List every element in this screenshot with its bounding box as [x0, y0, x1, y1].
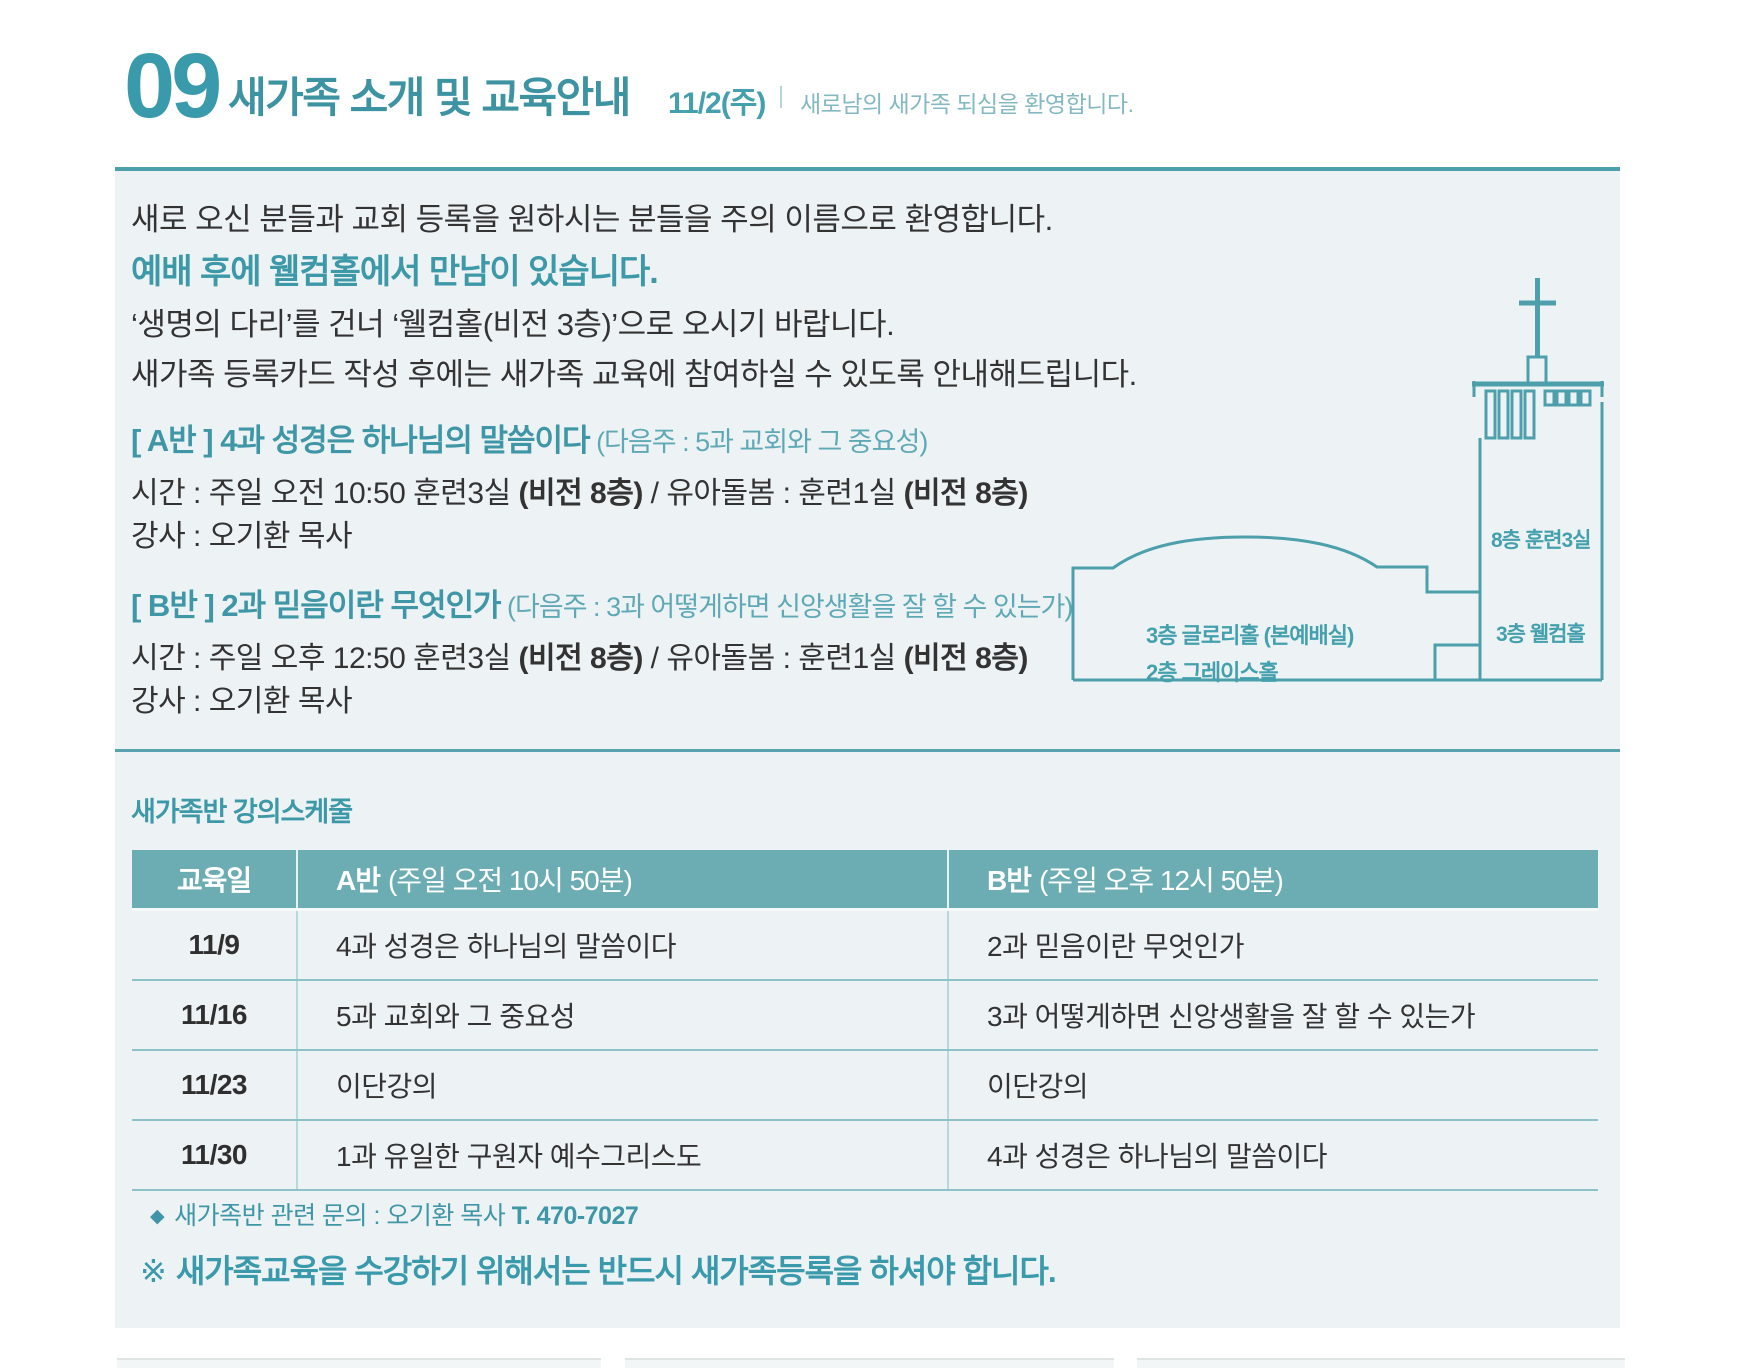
- contact-text: 새가족반 관련 문의 : 오기환 목사: [174, 1202, 512, 1230]
- intro-line-1: 새로 오신 분들과 교회 등록을 원하시는 분들을 주의 이름으로 환영합니다.: [131, 202, 1053, 237]
- table-row: 11/23 이단강의 이단강의: [132, 1051, 1598, 1121]
- registration-notice: ※ 새가족교육을 수강하기 위해서는 반드시 새가족등록을 하셔야 합니다.: [140, 1253, 1057, 1289]
- dome-hall: [1071, 535, 1602, 682]
- contact-phone: T. 470-7027: [511, 1202, 639, 1230]
- row-class-b-lesson: 이단강의: [947, 1051, 1598, 1119]
- class-b-heading-note: (다음주 : 3과 어떻게하면 신앙생활을 잘 할 수 있는가): [500, 592, 1073, 622]
- row-class-a-lesson: 이단강의: [296, 1051, 947, 1119]
- label-floor8-training-room: 8층 훈련3실: [1491, 529, 1591, 552]
- tower-body: [1478, 402, 1604, 680]
- class-b-heading-title: [ B반 ] 2과 믿음이란 무엇인가: [131, 588, 502, 623]
- column-header-date: 교육일: [176, 865, 252, 896]
- header-divider: |: [778, 82, 784, 108]
- schedule-heading: 새가족반 강의스케줄: [131, 797, 353, 827]
- row-date: 11/9: [188, 929, 240, 960]
- contact-line: ◆ 새가족반 관련 문의 : 오기환 목사 T. 470-7027: [150, 1196, 639, 1232]
- reference-mark-icon: ※: [140, 1253, 167, 1289]
- row-date: 11/16: [180, 999, 248, 1030]
- tower-crown: [1472, 381, 1604, 440]
- table-row: 11/16 5과 교회와 그 중요성 3과 어떻게하면 신앙생활을 잘 할 수 …: [132, 981, 1598, 1051]
- row-date: 11/30: [180, 1139, 248, 1170]
- row-date: 11/23: [180, 1069, 248, 1100]
- class-a-heading-note: (다음주 : 5과 교회와 그 중요성): [589, 427, 928, 457]
- class-a-time: 시간 : 주일 오전 10:50 훈련3실 (비전 8층) / 유아돌봄 : 훈…: [131, 477, 1028, 510]
- section-divider-line: [115, 749, 1620, 752]
- class-a-heading-title: [ A반 ] 4과 성경은 하나님의 말씀이다: [131, 423, 591, 458]
- header-date: 11/2(주): [668, 87, 766, 120]
- row-class-b-lesson: 3과 어떻게하면 신앙생활을 잘 할 수 있는가: [947, 981, 1598, 1049]
- class-b-time: 시간 : 주일 오후 12:50 훈련3실 (비전 8층) / 유아돌봄 : 훈…: [131, 642, 1028, 675]
- row-class-a-lesson: 5과 교회와 그 중요성: [296, 981, 947, 1049]
- table-row: 11/30 1과 유일한 구원자 예수그리스도 4과 성경은 하나님의 말씀이다: [132, 1121, 1598, 1191]
- diamond-bullet-icon: ◆: [150, 1206, 165, 1227]
- column-header-class-b: B반 (주일 오후 12시 50분): [947, 850, 1598, 908]
- class-a-teacher: 강사 : 오기환 목사: [131, 520, 353, 553]
- row-class-a-lesson: 1과 유일한 구원자 예수그리스도: [296, 1121, 947, 1189]
- label-welcome-hall: 3층 웰컴홀: [1496, 623, 1586, 646]
- table-row: 11/9 4과 성경은 하나님의 말씀이다 2과 믿음이란 무엇인가: [132, 911, 1598, 981]
- cross-icon: [1519, 278, 1556, 386]
- row-class-a-lesson: 4과 성경은 하나님의 말씀이다: [296, 911, 947, 979]
- intro-line-4: 새가족 등록카드 작성 후에는 새가족 교육에 참여하실 수 있도록 안내해드립…: [131, 357, 1137, 392]
- class-b-teacher: 강사 : 오기환 목사: [131, 685, 353, 718]
- page-title: 새가족 소개 및 교육안내: [228, 74, 631, 121]
- label-glory-hall: 3층 글로리홀 (본예배실): [1146, 623, 1354, 648]
- header-rule: [115, 167, 1620, 171]
- schedule-table-header: 교육일 A반 (주일 오전 10시 50분) B반 (주일 오후 12시 50분): [132, 850, 1598, 911]
- next-card-preview: [625, 1358, 1114, 1368]
- label-grace-hall: 2층 그레이스홀: [1146, 660, 1279, 685]
- column-header-class-a: A반 (주일 오전 10시 50분): [296, 850, 947, 908]
- intro-line-2-highlight: 예배 후에 웰컴홀에서 만남이 있습니다.: [131, 253, 659, 291]
- church-building-illustration: [1071, 278, 1604, 682]
- row-class-b-lesson: 2과 믿음이란 무엇인가: [947, 911, 1598, 979]
- row-class-b-lesson: 4과 성경은 하나님의 말씀이다: [947, 1121, 1598, 1189]
- class-a-heading: [ A반 ] 4과 성경은 하나님의 말씀이다 (다음주 : 5과 교회와 그 …: [131, 415, 928, 460]
- next-card-preview: [1137, 1358, 1625, 1368]
- class-b-heading: [ B반 ] 2과 믿음이란 무엇인가 (다음주 : 3과 어떻게하면 신앙생활…: [131, 580, 1073, 625]
- schedule-table: 교육일 A반 (주일 오전 10시 50분) B반 (주일 오후 12시 50분) …: [132, 850, 1598, 1191]
- intro-line-3: ‘생명의 다리’를 건너 ‘웰컴홀(비전 3층)’으로 오시기 바랍니다.: [131, 307, 895, 342]
- next-card-preview: [117, 1358, 601, 1368]
- header-subtitle: 새로남의 새가족 되심을 환영합니다.: [800, 91, 1134, 117]
- section-number: 09: [124, 35, 222, 137]
